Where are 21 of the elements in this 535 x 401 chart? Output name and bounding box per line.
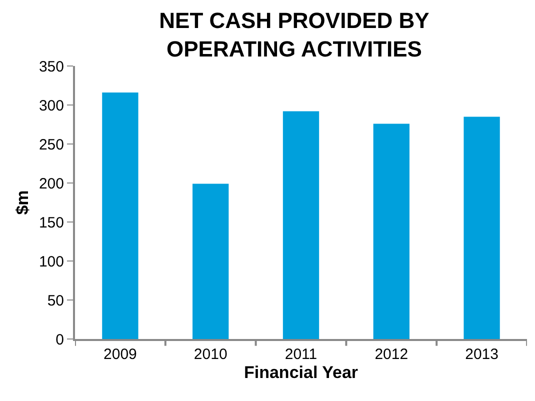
y-axis-title: $m: [13, 190, 32, 215]
bar: [192, 184, 229, 339]
y-tick-label: 0: [56, 331, 64, 348]
bar: [102, 92, 138, 339]
x-tick-label: 2013: [465, 346, 498, 363]
x-axis-title: Financial Year: [244, 363, 358, 382]
y-tick-label: 350: [38, 58, 64, 76]
y-tick-label: 200: [38, 175, 64, 192]
y-tick-label: 250: [38, 136, 64, 154]
x-tick-label: 2010: [194, 346, 228, 363]
x-tick-label: 2012: [374, 346, 408, 363]
x-tick-label: 2009: [104, 346, 137, 363]
bar: [464, 116, 500, 339]
chart-title: NET CASH PROVIDED BY OPERATING ACTIVITIES: [159, 8, 430, 62]
bar: [373, 124, 410, 339]
x-tick-label: 2011: [284, 346, 318, 363]
y-tick-label: 100: [38, 253, 64, 270]
bar: [282, 111, 320, 339]
y-tick-label: 50: [47, 292, 64, 310]
y-tick-label: 150: [38, 214, 64, 232]
y-tick-label: 300: [38, 97, 64, 114]
